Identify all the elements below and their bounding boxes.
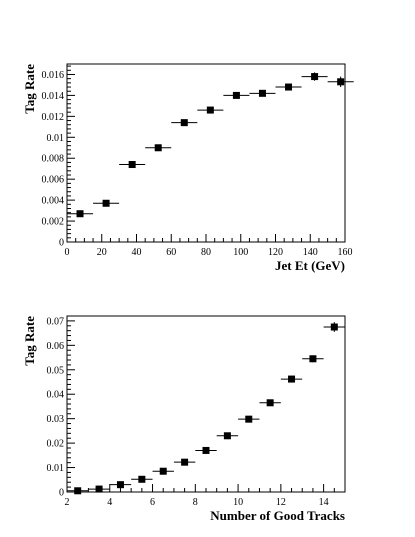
top-chart-data-point — [232, 91, 240, 99]
top-chart-data-point — [154, 144, 162, 152]
bottom-chart-data-point — [330, 323, 338, 331]
bottom-chart-y-tick-label: 0.07 — [47, 316, 65, 327]
top-chart-y-axis-title: Tag Rate — [22, 64, 37, 114]
bottom-chart-plot-frame — [66, 315, 346, 493]
bottom-chart-x-tick-label: 12 — [276, 497, 286, 508]
bottom-chart-data-point — [181, 458, 189, 466]
bottom-chart-data-point — [223, 432, 231, 440]
top-chart-y-tick-label: 0.012 — [42, 112, 65, 123]
bottom-chart-y-tick-label: 0.03 — [47, 414, 65, 425]
bottom-chart-x-tick-label: 8 — [193, 497, 198, 508]
bottom-chart-data-point — [245, 415, 253, 423]
top-chart-y-tick-label: 0.014 — [42, 91, 65, 102]
bottom-chart-data-point — [309, 355, 317, 363]
bottom-chart-data-point — [138, 475, 146, 483]
bottom-chart-group: 2 4 6 8 10 12 14 0 0.01 0.02 0.03 0.04 0.05 0.06 0.07 N… — [22, 315, 346, 523]
top-chart-x-tick-label: 120 — [268, 247, 283, 258]
top-chart-y-tick-label: 0.004 — [42, 196, 65, 207]
top-chart-data-point — [258, 89, 266, 97]
top-chart-x-tick-label: 100 — [233, 247, 248, 258]
top-chart-data-point — [285, 83, 293, 91]
top-chart-group: 0 20 40 60 80 100 120 140 160 0 0.002 0.004 0.006 0.0… — [22, 63, 354, 273]
top-chart-y-tick-label: 0 — [59, 238, 64, 249]
bottom-chart-x-tick-label: 4 — [107, 497, 112, 508]
bottom-chart-x-axis-title: Number of Good Tracks — [210, 508, 345, 523]
top-chart-data-point — [206, 106, 214, 114]
top-chart-data-point — [102, 199, 110, 207]
top-chart-x-tick-label: 40 — [132, 247, 142, 258]
bottom-chart-x-tick-label: 6 — [150, 497, 155, 508]
bottom-chart-y-tick-label: 0 — [59, 488, 64, 499]
top-chart-x-tick-label: 0 — [65, 247, 70, 258]
top-chart-y-tick-label: 0.01 — [47, 133, 65, 144]
bottom-chart-data-point — [116, 481, 124, 489]
top-chart-data-point — [311, 73, 319, 81]
bottom-chart-y-tick-label: 0.04 — [47, 390, 65, 401]
bottom-chart-y-tick-label: 0.05 — [47, 365, 65, 376]
bottom-chart-data-point — [159, 467, 167, 475]
top-chart-y-tick-label: 0.006 — [42, 175, 65, 186]
top-chart-y-tick-label: 0.002 — [42, 217, 65, 228]
bottom-chart-data-point — [288, 375, 296, 383]
top-chart-x-axis-title: Jet Et (GeV) — [275, 258, 345, 273]
bottom-chart-y-tick-label: 0.06 — [47, 341, 65, 352]
bottom-chart-x-tick-label: 14 — [319, 497, 329, 508]
bottom-chart-y-tick-label: 0.01 — [47, 463, 65, 474]
top-chart-x-tick-label: 80 — [201, 247, 211, 258]
bottom-chart-data-point — [202, 446, 210, 454]
bottom-chart-y-axis-title: Tag Rate — [22, 316, 37, 366]
top-chart-data-point — [76, 210, 84, 218]
bottom-chart-data-point — [74, 487, 82, 495]
top-chart-x-tick-label: 60 — [166, 247, 176, 258]
top-chart-data-point — [128, 161, 136, 169]
bottom-chart-x-tick-label: 10 — [233, 497, 243, 508]
bottom-chart-y-tick-label: 0.02 — [47, 439, 65, 450]
bottom-chart-x-tick-label: 2 — [65, 497, 70, 508]
top-chart-data-point — [337, 78, 345, 86]
top-chart-x-tick-label: 20 — [97, 247, 107, 258]
top-chart-y-tick-label: 0.008 — [42, 154, 65, 165]
top-chart-data-point — [180, 119, 188, 127]
top-chart-x-tick-label: 160 — [338, 247, 353, 258]
top-chart-y-tick-label: 0.016 — [42, 70, 65, 81]
top-chart-x-tick-label: 140 — [303, 247, 318, 258]
bottom-chart-data-point — [266, 399, 274, 407]
bottom-chart-data-point — [95, 485, 103, 493]
top-chart-plot-frame — [66, 63, 346, 243]
